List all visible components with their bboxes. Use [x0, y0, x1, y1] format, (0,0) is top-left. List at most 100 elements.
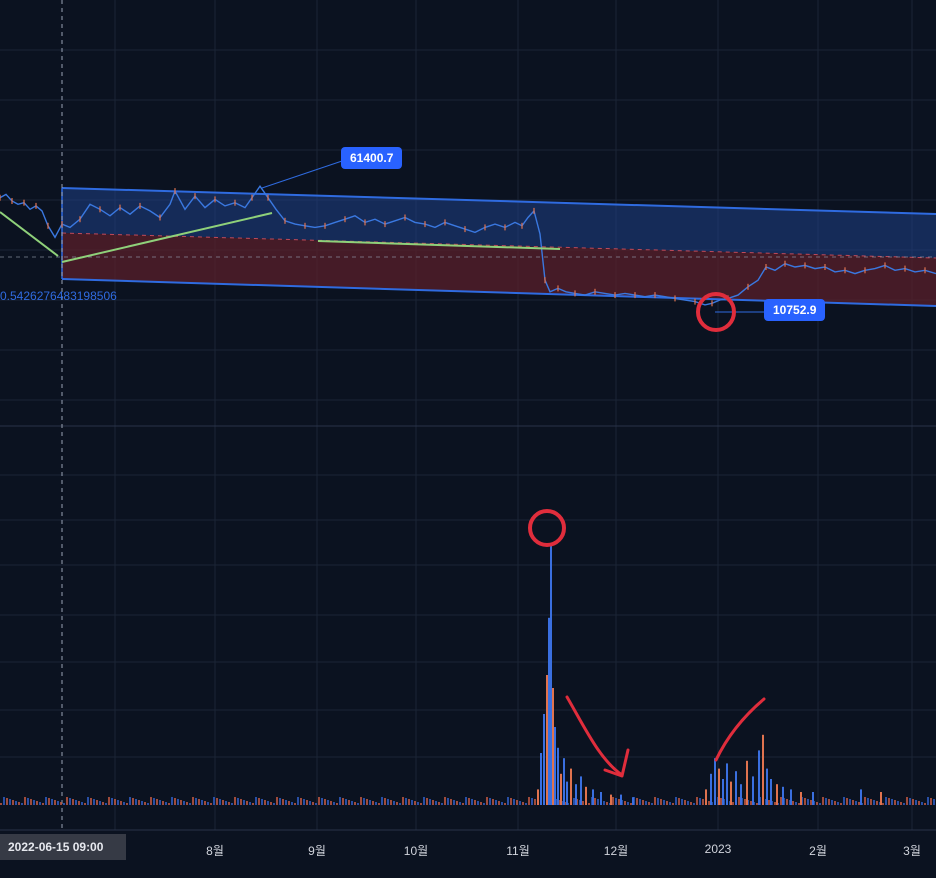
- volume-base-bar-12: [12, 800, 14, 805]
- volume-base-bar-681: [681, 799, 683, 805]
- crosshair-date-label: 2022-06-15 09:00: [0, 834, 126, 860]
- volume-base-bar-282: [282, 799, 284, 805]
- volume-base-bar-903: [903, 803, 905, 805]
- volume-base-bar-438: [438, 802, 440, 805]
- volume-base-bar-174: [174, 798, 176, 805]
- volume-base-bar-459: [459, 802, 461, 805]
- volume-base-bar-852: [852, 800, 854, 805]
- volume-base-bar-894: [894, 800, 896, 805]
- volume-base-bar-912: [912, 799, 914, 805]
- volume-base-bar-342: [342, 798, 344, 805]
- volume-base-bar-786: [786, 799, 788, 805]
- volume-bar-29: [740, 784, 742, 805]
- volume-base-bar-657: [657, 798, 659, 805]
- volume-bar-7: [554, 727, 556, 805]
- volume-base-bar-450: [450, 799, 452, 805]
- volume-base-bar-372: [372, 801, 374, 805]
- volume-base-bar-525: [525, 803, 527, 805]
- volume-bar-27: [730, 781, 732, 805]
- volume-base-bar-594: [594, 798, 596, 805]
- volume-base-bar-390: [390, 800, 392, 805]
- volume-bar-22: [710, 773, 712, 805]
- volume-bar-4: [548, 617, 550, 805]
- volume-base-bar-378: [378, 803, 380, 805]
- volume-base-bar-45: [45, 797, 47, 805]
- volume-base-bar-423: [423, 797, 425, 805]
- volume-bar-16: [592, 789, 594, 805]
- volume-base-bar-615: [615, 798, 617, 805]
- volume-bar-28: [735, 771, 737, 805]
- volume-base-bar-234: [234, 797, 236, 805]
- volume-bar-32: [758, 750, 760, 805]
- volume-base-bar-582: [582, 801, 584, 805]
- volume-base-bar-606: [606, 802, 608, 805]
- volume-base-bar-237: [237, 798, 239, 805]
- volume-base-bar-345: [345, 799, 347, 805]
- volume-base-bar-213: [213, 797, 215, 805]
- volume-base-bar-519: [519, 801, 521, 805]
- volume-bar-6: [552, 688, 554, 805]
- volume-bar-41: [860, 789, 862, 805]
- volume-base-bar-192: [192, 797, 194, 805]
- channel-mid-line: [61, 232, 936, 259]
- volume-bar-31: [752, 776, 754, 805]
- volume-base-bar-120: [120, 801, 122, 805]
- volume-base-bar-915: [915, 800, 917, 805]
- volume-base-bar-243: [243, 800, 245, 805]
- volume-base-bar-864: [864, 797, 866, 805]
- volume-base-bar-873: [873, 800, 875, 805]
- volume-base-bar-375: [375, 802, 377, 805]
- volume-base-bar-414: [414, 801, 416, 805]
- volume-base-bar-687: [687, 801, 689, 805]
- volume-base-bar-453: [453, 800, 455, 805]
- price-tag-high[interactable]: 61400.7: [341, 147, 403, 169]
- volume-base-bar-54: [54, 800, 56, 805]
- volume-base-bar-204: [204, 801, 206, 805]
- volume-base-bar-834: [834, 801, 836, 805]
- volume-base-bar-189: [189, 803, 191, 805]
- volume-base-bar-891: [891, 799, 893, 805]
- volume-base-bar-276: [276, 797, 278, 805]
- volume-base-bar-636: [636, 798, 638, 805]
- volume-base-bar-42: [42, 803, 44, 805]
- volume-base-bar-57: [57, 801, 59, 805]
- volume-base-bar-597: [597, 799, 599, 805]
- volume-base-bar-918: [918, 801, 920, 805]
- volume-base-bar-498: [498, 801, 500, 805]
- volume-base-bar-72: [72, 799, 74, 805]
- volume-base-bar-3: [3, 797, 5, 805]
- volume-bar-10: [563, 758, 565, 805]
- price-tag-low[interactable]: 10752.9: [764, 299, 826, 321]
- volume-base-bar-447: [447, 798, 449, 805]
- volume-base-bar-225: [225, 801, 227, 805]
- volume-base-bar-756: [756, 803, 758, 805]
- volume-base-bar-624: [624, 801, 626, 805]
- volume-base-bar-843: [843, 797, 845, 805]
- volume-bar-2: [543, 714, 545, 805]
- volume-base-bar-366: [366, 799, 368, 805]
- volume-base-bar-201: [201, 800, 203, 805]
- trend-line-3: [317, 240, 561, 250]
- volume-base-bar-114: [114, 799, 116, 805]
- volume-base-bar-603: [603, 801, 605, 805]
- volume-base-bar-48: [48, 798, 50, 805]
- volume-base-bar-402: [402, 797, 404, 805]
- volume-base-bar-732: [732, 802, 734, 805]
- volume-base-bar-291: [291, 802, 293, 805]
- volume-base-bar-480: [480, 802, 482, 805]
- volume-bar-42: [880, 792, 882, 805]
- volume-base-bar-435: [435, 801, 437, 805]
- volume-base-bar-105: [105, 803, 107, 805]
- volume-base-bar-102: [102, 802, 104, 805]
- volume-base-bar-33: [33, 800, 35, 805]
- volume-base-bar-660: [660, 799, 662, 805]
- volume-base-bar-81: [81, 802, 83, 805]
- annotation-circle-volume: [528, 509, 566, 547]
- volume-base-bar-147: [147, 803, 149, 805]
- volume-base-bar-279: [279, 798, 281, 805]
- volume-base-bar-720: [720, 798, 722, 805]
- volume-base-bar-492: [492, 799, 494, 805]
